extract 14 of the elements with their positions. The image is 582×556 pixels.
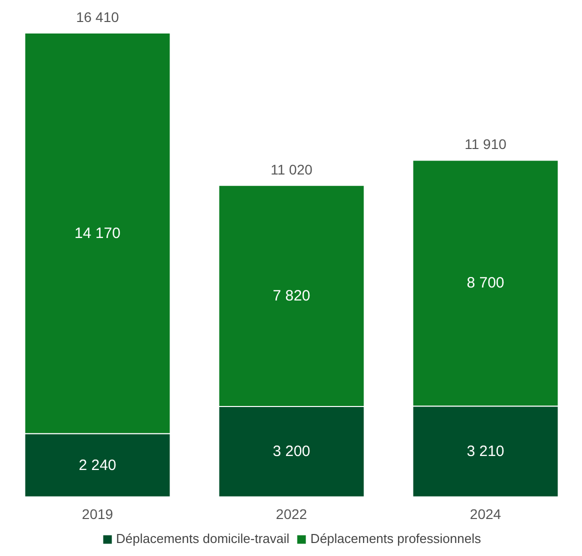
total-label: 11 910 [464,136,507,152]
x-tick-label: 2024 [470,506,502,522]
legend-label: Déplacements professionnels [310,531,481,546]
x-tick-label: 2019 [82,506,114,522]
data-label: 8 700 [466,274,504,292]
x-tick-label: 2022 [276,506,308,522]
total-label: 16 410 [76,8,120,25]
data-label: 7 820 [272,287,310,304]
data-label: 3 200 [272,443,310,460]
total-label: 11 020 [270,161,313,178]
legend-label: Déplacements domicile-travail [116,531,290,546]
data-label: 14 170 [74,224,120,242]
data-label: 2 240 [78,456,116,474]
data-label: 3 210 [466,443,504,460]
